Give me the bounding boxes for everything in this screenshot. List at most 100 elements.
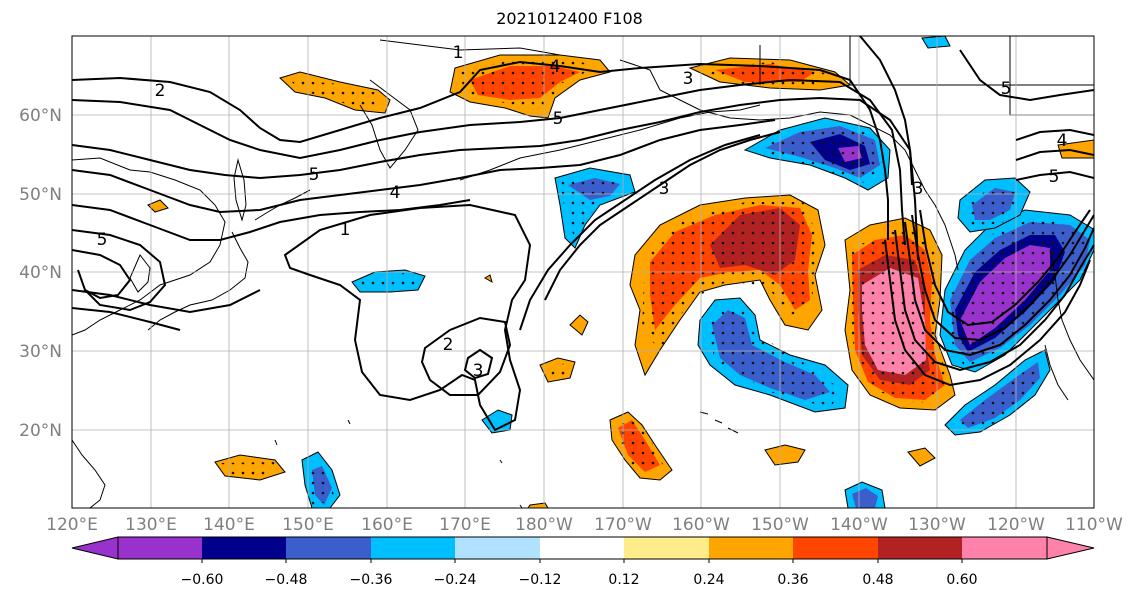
lon-label: 130°E [125,515,177,535]
colorbar-segment [709,537,793,559]
contour-label: 3 [659,179,670,199]
lon-label: 110°W [1065,515,1123,535]
lon-label: 120°W [987,515,1045,535]
contour-label: 5 [1001,79,1012,99]
contour-labels: 1 2 5 4 3 5 1 2 3 5 4 5 4 5 3 3 [97,43,1068,381]
colorbar-segment [624,537,709,559]
colorbar-label: −0.36 [350,572,393,588]
lon-label: 150°W [751,515,809,535]
lon-label: 160°W [672,515,730,535]
anomaly-south-orange-3 [907,447,936,467]
contour-label: 5 [1049,167,1060,187]
lon-label: 160°E [361,515,413,535]
colorbar-segment [540,537,624,559]
contour-12 [463,348,494,380]
colorbar-segment [962,537,1047,559]
contour-label: 5 [553,109,564,129]
contour-20 [1015,128,1094,181]
contour-21 [959,49,1094,102]
lat-label: 20°N [19,421,62,441]
colorbar-arrow-min [71,536,119,560]
lat-label: 50°N [19,185,62,205]
map-content: 1 2 5 4 3 5 1 2 3 5 4 5 4 5 3 3 [72,36,1094,508]
colorbar-label: 0.24 [693,572,724,588]
contour-label: 1 [453,43,464,63]
contour-10 [283,203,532,432]
colorbar-label: −0.12 [519,572,562,588]
lon-label: 140°E [203,515,255,535]
coast-chukotka [379,39,561,56]
coast-aleutians [459,104,761,181]
colorbar-border [117,536,1048,560]
contour-7 [72,249,132,300]
colorbar-label: −0.60 [181,572,224,588]
contour-label: 2 [443,335,454,355]
colorbar-segment [118,537,202,559]
colorbar-segment [371,537,455,559]
coast-baja [1044,344,1069,401]
contour-9 [72,307,181,331]
lat-labels: 60°N 50°N 40°N 30°N 20°N [19,106,62,441]
colorbar-segment [793,537,878,559]
contour-22 [859,36,913,186]
lon-labels: 120°E 130°E 140°E 150°E 160°E 170°E 180°… [46,515,1123,535]
contour-13 [544,131,781,301]
map-title: 2021012400 F108 [496,9,643,28]
coast-small-islands [274,419,523,508]
colorbar-segment [286,537,371,559]
colorbar-arrow-max [1046,536,1095,560]
lat-label: 60°N [19,106,62,126]
colorbar-labels: −0.60 −0.48 −0.36 −0.24 −0.12 0.12 0.24 … [181,572,978,588]
colorbar-label: 0.60 [946,572,977,588]
lat-label: 30°N [19,342,62,362]
anomaly-south-tiny [527,502,549,508]
contour-11 [420,316,512,396]
contour-15 [884,239,1091,387]
colorbar-label: 0.48 [862,572,893,588]
colorbar-label: −0.48 [265,572,308,588]
contour-6 [72,229,167,312]
contour-label: 2 [155,81,166,101]
contour-label: 4 [550,57,561,77]
lon-label: 180°W [515,515,573,535]
map-border [71,35,1095,509]
colorbar [71,536,1095,563]
contour-8 [72,289,261,314]
contour-3 [72,96,919,261]
lon-label: 140°W [830,515,888,535]
colorbar-label: −0.24 [434,572,477,588]
lon-label: 130°W [908,515,966,535]
lon-label: 120°E [46,515,98,535]
coast-sakhalin [233,158,247,222]
anomaly-south-orange-2 [764,444,806,466]
lon-label: 170°W [594,515,652,535]
colorbar-segment [202,537,286,559]
contour-17 [904,221,1094,357]
coast-kamchatka [359,79,419,169]
lon-label: 170°E [439,515,491,535]
colorbar-segment [878,537,962,559]
contour-19 [919,209,1091,327]
contour-label: 3 [913,179,924,199]
anomaly-wp-small-4 [569,314,589,336]
anomaly-wp-small-6 [484,274,493,284]
contour-label: 4 [390,183,401,203]
contour-14 [519,134,761,331]
contour-2 [72,78,906,246]
coast-korea [129,254,151,293]
coast-japan [147,231,249,331]
contour-4 [72,119,776,214]
colorbar-label: 0.12 [608,572,639,588]
contour-16 [894,229,1094,372]
contours [72,36,1094,432]
colorbar-label: 0.36 [777,572,808,588]
lon-label: 150°E [282,515,334,535]
contour-label: 3 [683,69,694,89]
anomaly-south-blue-2-core [852,488,878,508]
contour-label: 4 [1057,131,1068,151]
coast-alaska [619,59,946,226]
coast-bc [944,224,959,271]
lat-label: 40°N [19,263,62,283]
contour-18 [911,214,1094,342]
